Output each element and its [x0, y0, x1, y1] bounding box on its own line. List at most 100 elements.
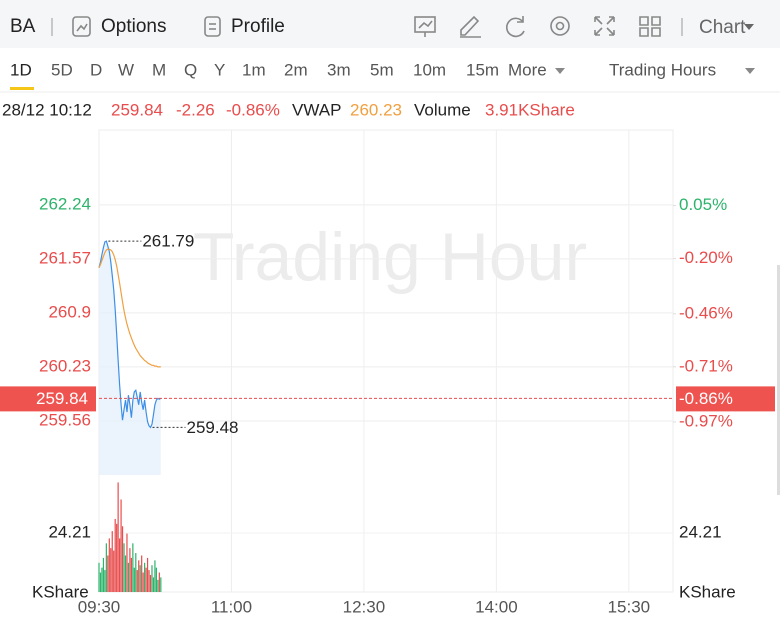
- high-label: 261.79: [142, 232, 194, 251]
- period-tab[interactable]: 10m: [413, 60, 446, 79]
- volume-bar: [116, 523, 118, 592]
- x-tick-label: 15:30: [608, 597, 651, 616]
- icon[interactable]: [639, 16, 661, 37]
- volume-bar: [146, 557, 149, 592]
- y-tick-label: 259.56: [39, 410, 91, 429]
- volume-tick-label: 24.21: [48, 523, 91, 542]
- volume-bar: [111, 531, 113, 592]
- volume-bar: [129, 548, 131, 592]
- volume-bar: [141, 555, 143, 592]
- profile-label: Profile: [231, 16, 285, 37]
- volume-bar: [133, 567, 135, 592]
- period-tab[interactable]: 15m: [466, 60, 499, 79]
- period-tab[interactable]: D: [90, 60, 102, 79]
- volume-bar: [108, 538, 110, 592]
- volume-bar: [145, 567, 147, 592]
- x-tick-label: 12:30: [343, 597, 386, 616]
- volume-bar: [113, 550, 115, 592]
- toolbar-bg: [0, 0, 780, 48]
- options-label: Options: [101, 16, 166, 37]
- price-line: [98, 240, 162, 429]
- volume-bar: [119, 538, 121, 592]
- volume-bar: [158, 572, 160, 592]
- period-tab[interactable]: 5D: [51, 60, 73, 79]
- y-tick-label: 260.9: [48, 302, 91, 321]
- profile-icon: [204, 16, 221, 37]
- low-label: 259.48: [187, 418, 239, 437]
- vwap-label: VWAP: [292, 100, 341, 119]
- chart-menu[interactable]: Chart: [699, 17, 754, 38]
- last-price-label: 259.84: [36, 389, 88, 408]
- period-tab[interactable]: Y: [214, 60, 225, 79]
- volume-bar: [157, 579, 159, 592]
- icon[interactable]: [505, 16, 525, 38]
- dropdown-arrow: [744, 24, 754, 30]
- volume-bar: [139, 565, 141, 592]
- volume-bar: [160, 577, 162, 592]
- x-tick-label: 09:30: [78, 597, 121, 616]
- period-tab[interactable]: 1D: [10, 60, 32, 79]
- watermark: Trading Hour: [193, 219, 587, 295]
- y2-tick-label: -0.71%: [679, 356, 733, 375]
- volume-bar: [104, 570, 106, 592]
- volume-bar: [101, 567, 103, 592]
- y2-tick-label: 0.05%: [679, 195, 727, 214]
- volume-bar: [148, 570, 150, 592]
- x-tick-label: 11:00: [211, 597, 252, 616]
- options-button[interactable]: Options: [72, 16, 166, 37]
- session-menu[interactable]: Trading Hours: [609, 60, 755, 79]
- volume-bar: [144, 562, 146, 592]
- volume-bar: [135, 553, 137, 592]
- volume-bar: [123, 543, 125, 592]
- period-tab[interactable]: M: [152, 60, 166, 79]
- volume-bar: [130, 557, 132, 592]
- volume-bar: [114, 518, 116, 592]
- icon[interactable]: [460, 15, 481, 38]
- profile-button[interactable]: Profile: [204, 16, 285, 37]
- period-tab[interactable]: W: [118, 60, 134, 79]
- volume-bar: [154, 560, 156, 592]
- volume-bar: [121, 526, 124, 592]
- volume-tick-label: 24.21: [679, 523, 722, 542]
- volume-bar: [126, 533, 128, 592]
- quote-price: 259.84: [111, 100, 163, 119]
- period-tab[interactable]: 5m: [370, 60, 394, 79]
- volume-bar: [155, 567, 157, 592]
- volume-bar: [110, 548, 112, 592]
- y-tick-label: 261.57: [39, 248, 91, 267]
- active-underline: [10, 87, 34, 90]
- session-label: Trading Hours: [609, 60, 716, 79]
- last-pct-box: [676, 386, 775, 412]
- y2-tick-label: -0.97%: [679, 411, 733, 430]
- volume-bar: [124, 555, 127, 592]
- symbol: BA: [10, 16, 36, 37]
- icon[interactable]: [594, 16, 615, 36]
- vwap-value: 260.23: [350, 100, 402, 119]
- period-tab[interactable]: 3m: [327, 60, 351, 79]
- options-icon: [72, 16, 91, 37]
- volume-bar: [142, 572, 144, 592]
- price-area: [99, 241, 161, 475]
- dropdown-arrow: [745, 68, 755, 74]
- last-price-box: [0, 386, 96, 412]
- volume-value: 3.91KShare: [485, 100, 575, 119]
- y-tick-label: 260.23: [39, 356, 91, 375]
- x-tick-label: 14:00: [475, 597, 518, 616]
- period-tab[interactable]: 2m: [284, 60, 308, 79]
- icon: [418, 20, 433, 29]
- quote-change-pct: -0.86%: [226, 100, 280, 119]
- volume-bar: [152, 577, 155, 592]
- volume-bar: [120, 499, 122, 592]
- last-pct-label: -0.86%: [679, 389, 733, 408]
- quote-change: -2.26: [176, 100, 215, 119]
- period-tab[interactable]: Q: [184, 60, 197, 79]
- icon[interactable]: [550, 16, 570, 36]
- chart-menu-label: Chart: [699, 17, 746, 38]
- period-tab[interactable]: More: [508, 60, 547, 79]
- volume-bar: [105, 543, 107, 592]
- icon: [555, 21, 565, 31]
- period-tab[interactable]: 1m: [242, 60, 266, 79]
- volume-label: Volume: [414, 100, 471, 119]
